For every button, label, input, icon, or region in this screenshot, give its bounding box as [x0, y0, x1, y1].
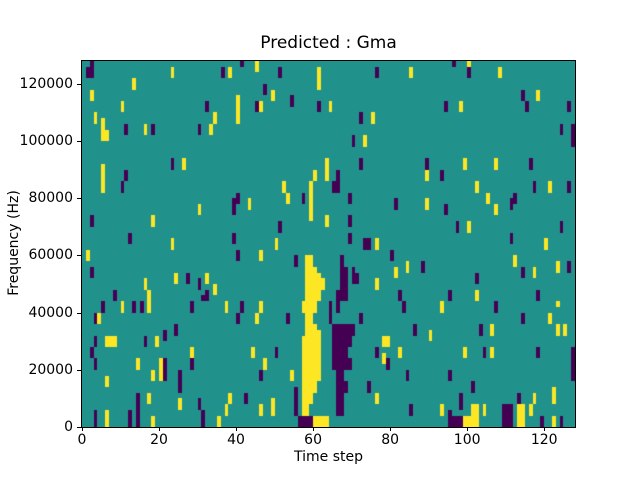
y-tick-label: 20000: [28, 361, 73, 378]
y-tick-label: 120000: [19, 75, 73, 92]
x-tick-mark: [236, 427, 238, 431]
y-tick-label: 100000: [19, 133, 73, 150]
y-tick-mark: [77, 255, 81, 257]
y-tick-mark: [77, 141, 81, 143]
x-axis-label: Time step: [294, 449, 363, 465]
y-tick-mark: [77, 198, 81, 200]
y-tick-label: 0: [64, 419, 73, 435]
x-tick-label: 100: [453, 432, 481, 448]
x-tick-label: 20: [150, 432, 168, 448]
heatmap-canvas: [82, 61, 575, 427]
x-tick-label: 40: [227, 432, 245, 448]
y-tick-label: 60000: [28, 247, 73, 264]
x-tick-label: 0: [77, 432, 87, 448]
x-tick-label: 80: [381, 432, 400, 448]
y-tick-mark: [77, 312, 81, 314]
x-tick-mark: [82, 427, 83, 431]
y-tick-mark: [77, 83, 81, 85]
x-tick-label: 120: [530, 432, 558, 448]
x-tick-mark: [313, 427, 315, 431]
y-tick-label: 80000: [28, 190, 73, 207]
x-tick-label: 60: [304, 432, 323, 448]
y-tick-label: 40000: [28, 304, 73, 321]
x-tick-mark: [467, 427, 469, 431]
x-tick-mark: [390, 427, 392, 431]
y-axis-label: Frequency (Hz): [6, 190, 22, 296]
y-tick-mark: [77, 369, 81, 371]
x-tick-mark: [159, 427, 161, 431]
x-tick-mark: [544, 427, 546, 431]
plot-area: [81, 60, 576, 428]
chart-title: Predicted : Gma: [260, 33, 397, 53]
y-tick-mark: [77, 427, 81, 428]
